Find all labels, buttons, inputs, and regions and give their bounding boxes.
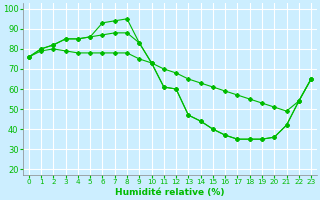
X-axis label: Humidité relative (%): Humidité relative (%)	[115, 188, 225, 197]
